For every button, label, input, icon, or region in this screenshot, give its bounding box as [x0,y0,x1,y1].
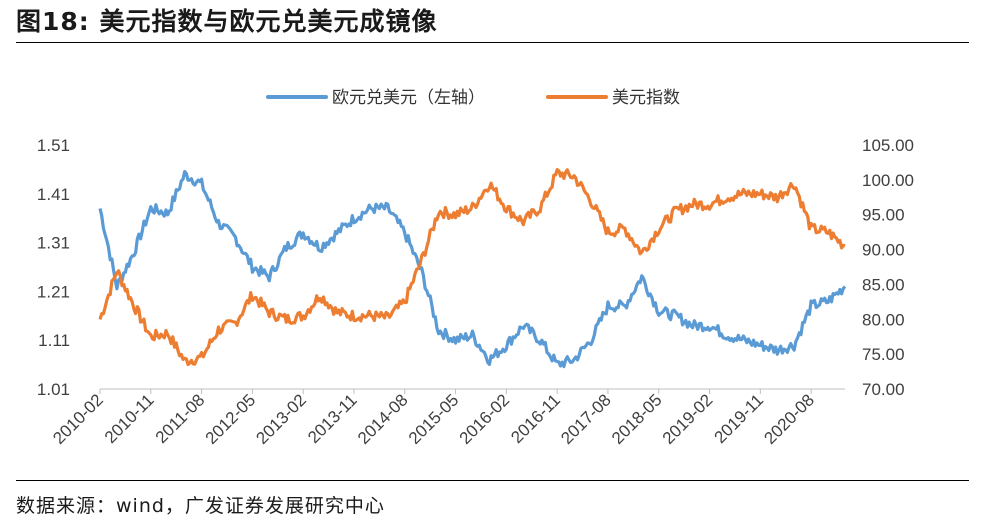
figure-title: 图18: 美元指数与欧元兑美元成镜像 [16,2,438,38]
bottom-rule [16,480,969,481]
x-tick-label: 2017-08 [557,390,615,448]
x-tick-label: 2016-11 [507,390,564,447]
legend-label: 欧元兑美元（左轴） [332,88,485,108]
figure-label: 图18: [16,7,90,36]
series-group [98,168,847,369]
x-tick-label: 2019-02 [659,390,717,448]
chart: 欧元兑美元（左轴） 美元指数 1.01 1.11 1.21 1.31 1.41 1.51 7… [37,88,914,448]
x-tick-label: 2020-08 [760,390,818,448]
x-tick-label: 2012-05 [202,390,260,448]
y-right-tick-label: 100.00 [862,171,914,190]
x-tick-label: 2019-11 [711,390,768,447]
figure-title-text: 美元指数与欧元兑美元成镜像 [99,7,438,36]
top-rule [16,42,969,43]
y-left-tick-label: 1.51 [37,136,70,155]
y-left-tick-label: 1.11 [38,331,70,350]
y-left-tick-label: 1.21 [37,282,70,301]
x-tick-label: 2013-02 [252,390,310,448]
x-tick-label: 2014-08 [354,390,412,448]
y-right-tick-label: 80.00 [862,310,905,329]
source-note: 数据来源：wind，广发证券发展研究中心 [16,495,385,517]
y-axis-right: 70.00 75.00 80.00 85.00 90.00 95.00 100.00 105.… [862,136,914,399]
y-right-tick-label: 85.00 [862,275,905,294]
y-right-tick-label: 70.00 [862,380,905,399]
y-left-tick-label: 1.31 [37,234,70,253]
y-left-tick-label: 1.41 [37,185,70,204]
x-tick-label: 2011-08 [152,390,209,447]
x-tick-label: 2018-05 [608,390,666,448]
y-right-tick-label: 90.00 [862,241,905,260]
y-right-tick-label: 75.00 [862,345,905,364]
series-line-eurusd [98,169,847,369]
y-axis-left: 1.01 1.11 1.21 1.31 1.41 1.51 [37,136,70,399]
x-tick-label: 2013-11 [304,390,361,447]
series-line-dollar-index [98,168,846,367]
y-left-tick-label: 1.01 [37,380,70,399]
legend: 欧元兑美元（左轴） 美元指数 [266,88,680,108]
y-right-tick-label: 95.00 [862,206,905,225]
x-tick-label: 2016-02 [456,390,514,448]
x-tick-label: 2010-02 [49,390,107,448]
y-right-tick-label: 105.00 [862,136,914,155]
x-tick-label: 2015-05 [405,390,463,448]
x-tick-label: 2010-11 [101,390,158,447]
x-axis: 2010-022010-112011-082012-052013-022013-… [49,388,845,448]
legend-label: 美元指数 [612,88,680,108]
